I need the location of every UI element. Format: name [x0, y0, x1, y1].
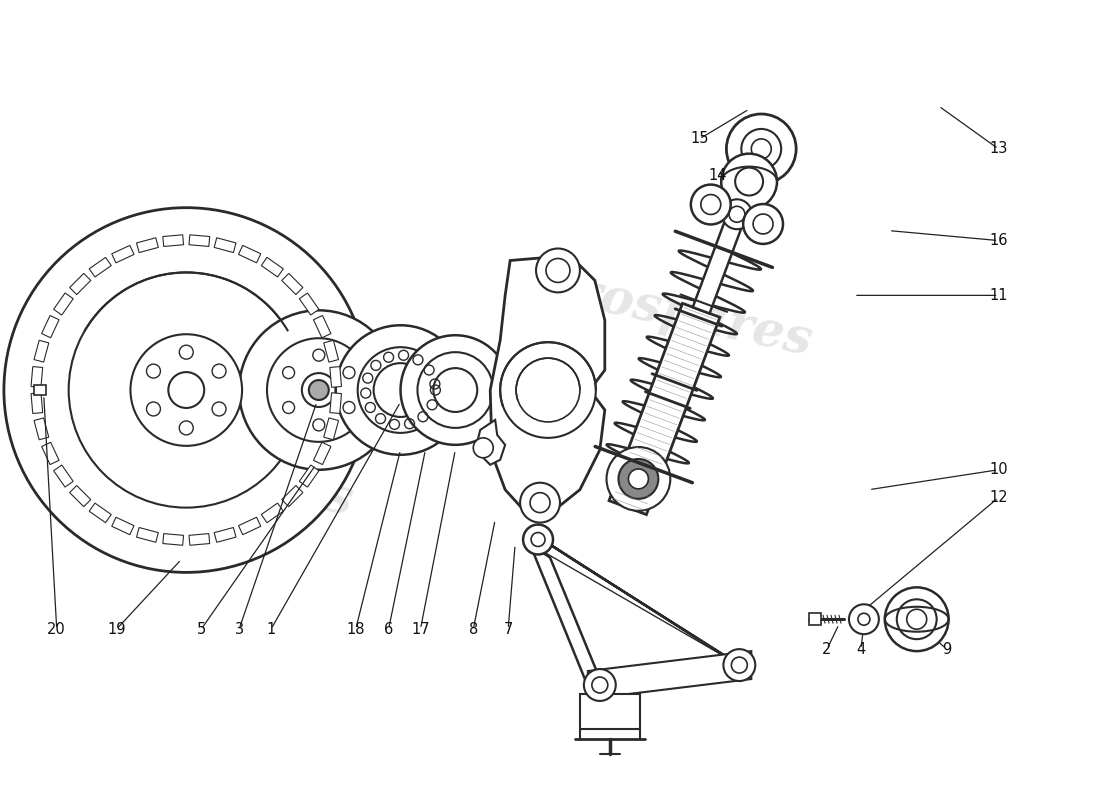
Polygon shape [330, 366, 341, 387]
Text: eurospares: eurospares [45, 414, 358, 526]
Polygon shape [214, 238, 236, 253]
Text: 15: 15 [690, 131, 708, 146]
Circle shape [4, 208, 368, 572]
Polygon shape [810, 614, 821, 626]
Polygon shape [163, 234, 184, 246]
Circle shape [618, 459, 658, 499]
Polygon shape [475, 420, 505, 465]
Circle shape [301, 373, 336, 407]
Polygon shape [262, 258, 284, 277]
Text: 4: 4 [856, 642, 866, 657]
Polygon shape [136, 238, 158, 253]
Text: 18: 18 [346, 622, 365, 637]
Polygon shape [314, 442, 331, 465]
Text: 8: 8 [469, 622, 477, 637]
Circle shape [358, 347, 443, 433]
Circle shape [239, 310, 398, 470]
Polygon shape [42, 315, 59, 338]
Polygon shape [299, 465, 319, 487]
Circle shape [309, 380, 329, 400]
Circle shape [722, 199, 752, 229]
Circle shape [691, 185, 730, 225]
Polygon shape [214, 527, 236, 542]
Text: 7: 7 [504, 622, 513, 637]
Text: 16: 16 [989, 233, 1008, 248]
Polygon shape [323, 418, 339, 440]
Polygon shape [69, 486, 91, 506]
Polygon shape [282, 274, 303, 294]
Polygon shape [112, 246, 134, 263]
Circle shape [374, 363, 428, 417]
Text: 6: 6 [384, 622, 393, 637]
Text: 2: 2 [823, 642, 832, 657]
Polygon shape [89, 503, 111, 522]
Polygon shape [31, 366, 43, 387]
Circle shape [418, 352, 493, 428]
Circle shape [473, 438, 493, 458]
Text: 13: 13 [989, 142, 1008, 156]
Polygon shape [34, 340, 48, 362]
Polygon shape [314, 315, 331, 338]
Polygon shape [693, 146, 770, 314]
Text: 11: 11 [989, 288, 1008, 303]
Circle shape [849, 604, 879, 634]
Circle shape [584, 669, 616, 701]
Circle shape [606, 447, 670, 511]
Polygon shape [31, 393, 43, 414]
Polygon shape [189, 234, 210, 246]
Circle shape [336, 326, 465, 455]
Polygon shape [69, 274, 91, 294]
Text: 19: 19 [108, 622, 125, 637]
Polygon shape [54, 293, 74, 315]
Polygon shape [34, 385, 46, 395]
Circle shape [433, 368, 477, 412]
Circle shape [884, 587, 948, 651]
Polygon shape [163, 534, 184, 546]
Text: 17: 17 [411, 622, 430, 637]
Polygon shape [262, 503, 284, 522]
Circle shape [724, 649, 756, 681]
Circle shape [267, 338, 371, 442]
Text: eurospares: eurospares [503, 254, 816, 366]
Text: 5: 5 [197, 622, 206, 637]
Circle shape [168, 372, 205, 408]
Circle shape [628, 469, 648, 489]
Polygon shape [299, 293, 319, 315]
Text: 1: 1 [266, 622, 276, 637]
Text: 12: 12 [989, 490, 1008, 505]
Polygon shape [491, 255, 605, 512]
Circle shape [726, 114, 796, 184]
Circle shape [400, 335, 510, 445]
Polygon shape [282, 486, 303, 506]
Polygon shape [587, 651, 751, 699]
Polygon shape [239, 246, 261, 263]
Circle shape [722, 154, 777, 210]
Text: 20: 20 [47, 622, 66, 637]
Polygon shape [136, 527, 158, 542]
Circle shape [744, 204, 783, 244]
Circle shape [131, 334, 242, 446]
Polygon shape [323, 340, 339, 362]
Polygon shape [530, 545, 605, 691]
Polygon shape [580, 694, 640, 729]
Polygon shape [330, 393, 341, 414]
Circle shape [68, 273, 304, 508]
Polygon shape [112, 518, 134, 534]
Text: 3: 3 [234, 622, 243, 637]
Polygon shape [54, 465, 74, 487]
Polygon shape [189, 534, 210, 546]
Polygon shape [89, 258, 111, 277]
Polygon shape [42, 442, 59, 465]
Circle shape [520, 482, 560, 522]
Polygon shape [239, 518, 261, 534]
Circle shape [500, 342, 596, 438]
Text: 9: 9 [942, 642, 952, 657]
Text: 10: 10 [989, 462, 1008, 478]
Polygon shape [550, 545, 749, 671]
Polygon shape [34, 418, 48, 440]
Circle shape [536, 249, 580, 292]
Circle shape [524, 525, 553, 554]
Polygon shape [609, 303, 719, 514]
Text: 14: 14 [708, 168, 727, 183]
